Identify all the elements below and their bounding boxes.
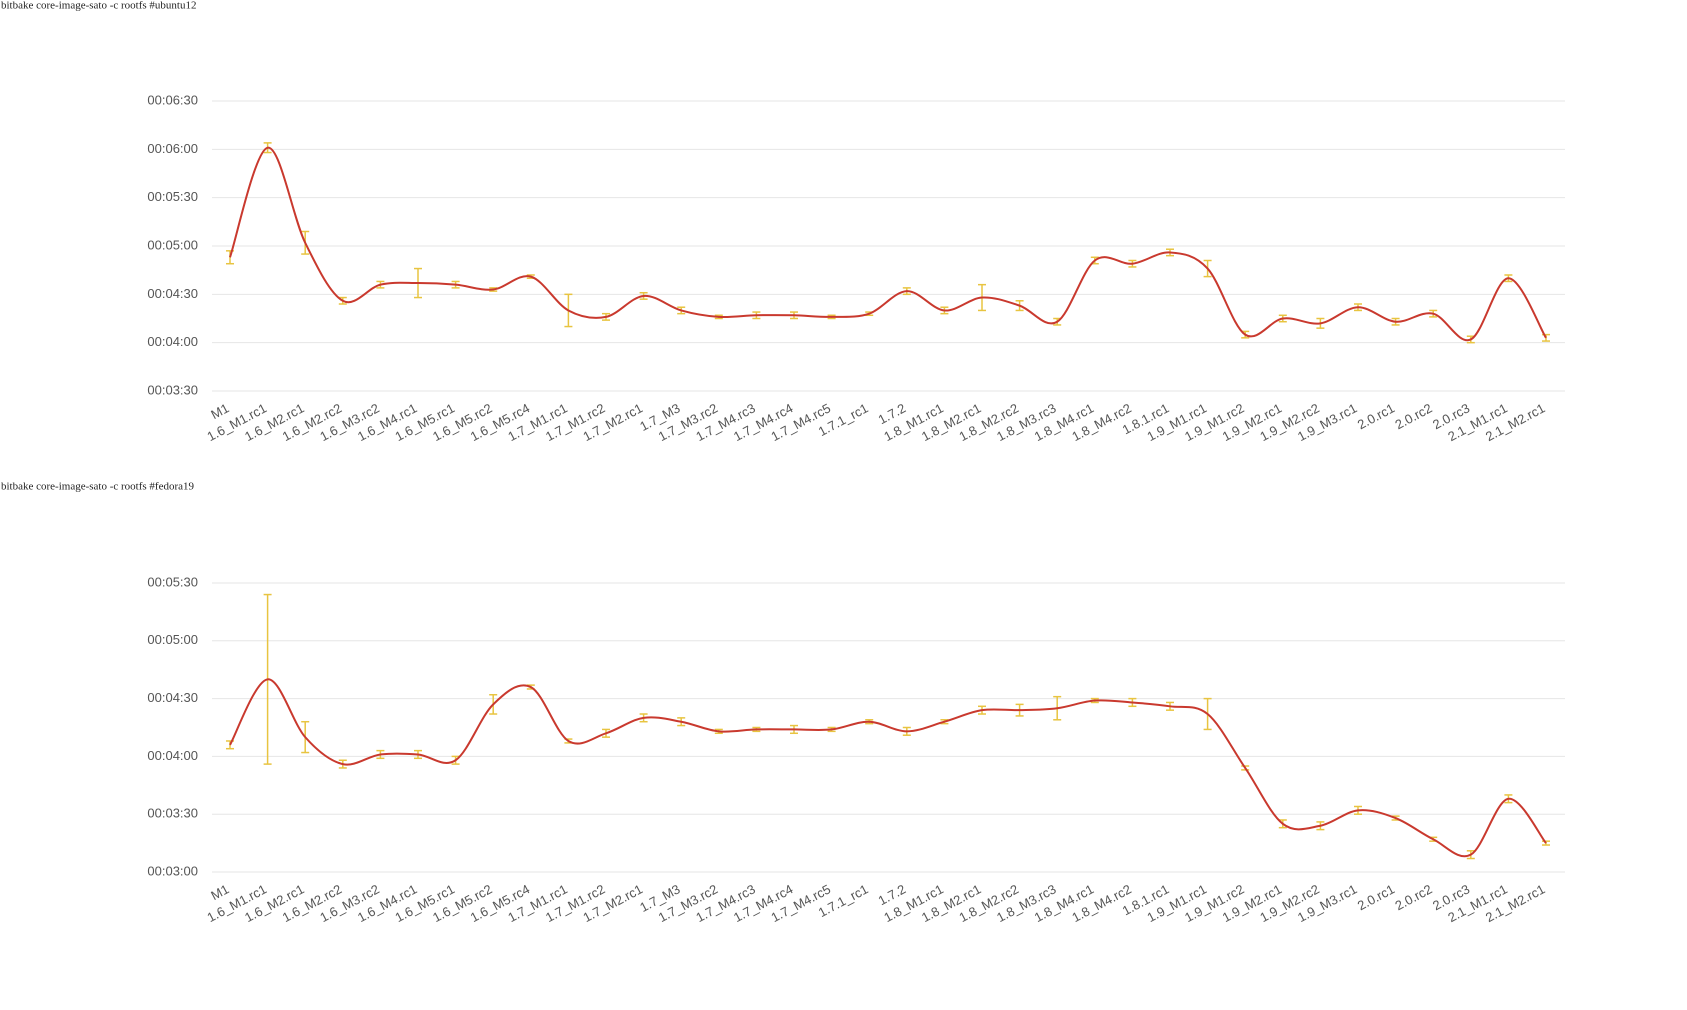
x-tick-label: M1 xyxy=(208,881,231,903)
y-tick-label: 00:06:30 xyxy=(147,92,198,107)
y-tick-label: 00:03:30 xyxy=(147,382,198,397)
x-tick-label: 2.0.rc1 xyxy=(1355,881,1397,913)
y-tick-label: 00:05:30 xyxy=(147,189,198,204)
x-tick-label: 2.0.rc2 xyxy=(1392,881,1434,913)
mean-line xyxy=(229,146,1547,342)
chart-title: bitbake core-image-sato -c rootfs #ubunt… xyxy=(1,0,197,12)
y-tick-label: 00:05:00 xyxy=(147,237,198,252)
x-tick-label: M1 xyxy=(208,400,231,422)
mean-line xyxy=(229,678,1547,858)
y-tick-label: 00:03:30 xyxy=(147,806,198,821)
y-tick-label: 00:04:00 xyxy=(147,334,198,349)
x-tick-label: 2.0.rc2 xyxy=(1392,400,1434,432)
y-tick-label: 00:06:00 xyxy=(147,141,198,156)
chart-title: bitbake core-image-sato -c rootfs #fedor… xyxy=(1,481,195,493)
y-tick-label: 00:04:00 xyxy=(147,748,198,763)
y-tick-label: 00:03:00 xyxy=(147,863,198,878)
y-tick-label: 00:05:30 xyxy=(147,574,198,589)
y-tick-label: 00:05:00 xyxy=(147,632,198,647)
x-tick-label: 2.0.rc1 xyxy=(1355,400,1397,432)
y-tick-label: 00:04:30 xyxy=(147,286,198,301)
y-tick-label: 00:04:30 xyxy=(147,690,198,705)
